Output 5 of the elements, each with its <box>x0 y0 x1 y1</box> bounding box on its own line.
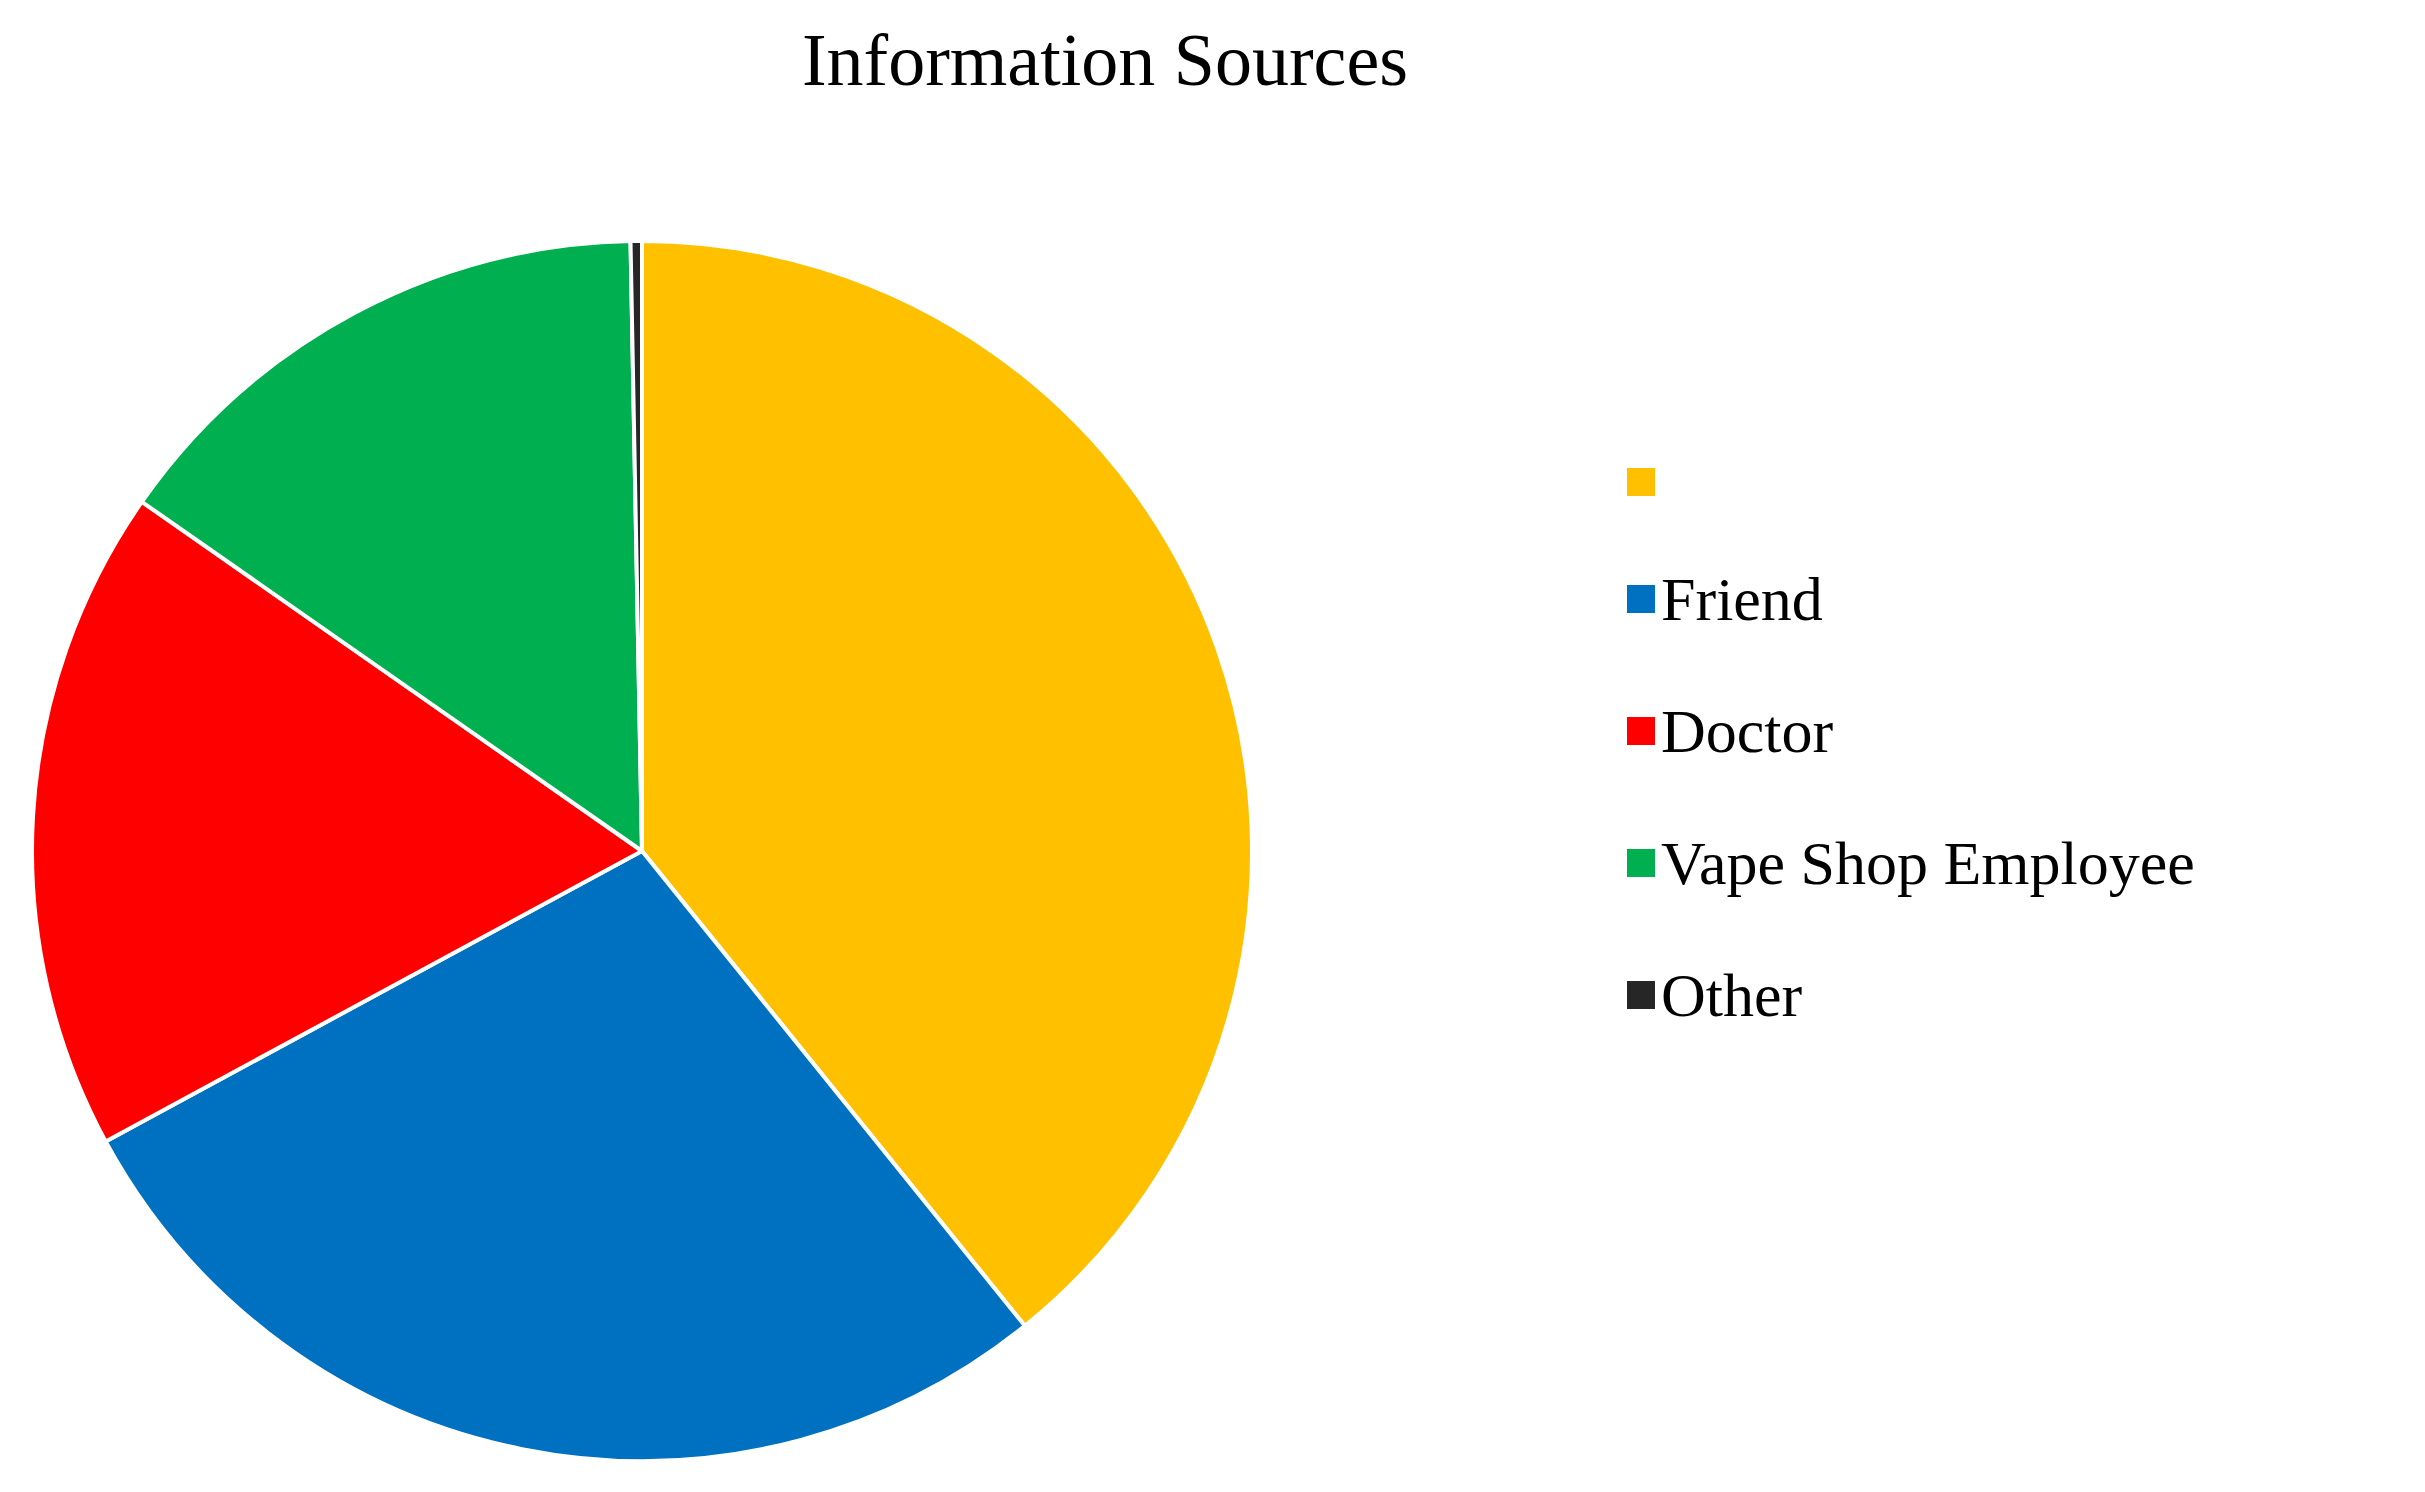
legend-label: Doctor <box>1661 697 1834 765</box>
legend-label: Friend <box>1661 565 1823 633</box>
legend-label: Other <box>1661 961 1803 1029</box>
legend-label: Vape Shop Employee <box>1661 829 2195 897</box>
chart-title: Information Sources <box>801 19 1409 101</box>
